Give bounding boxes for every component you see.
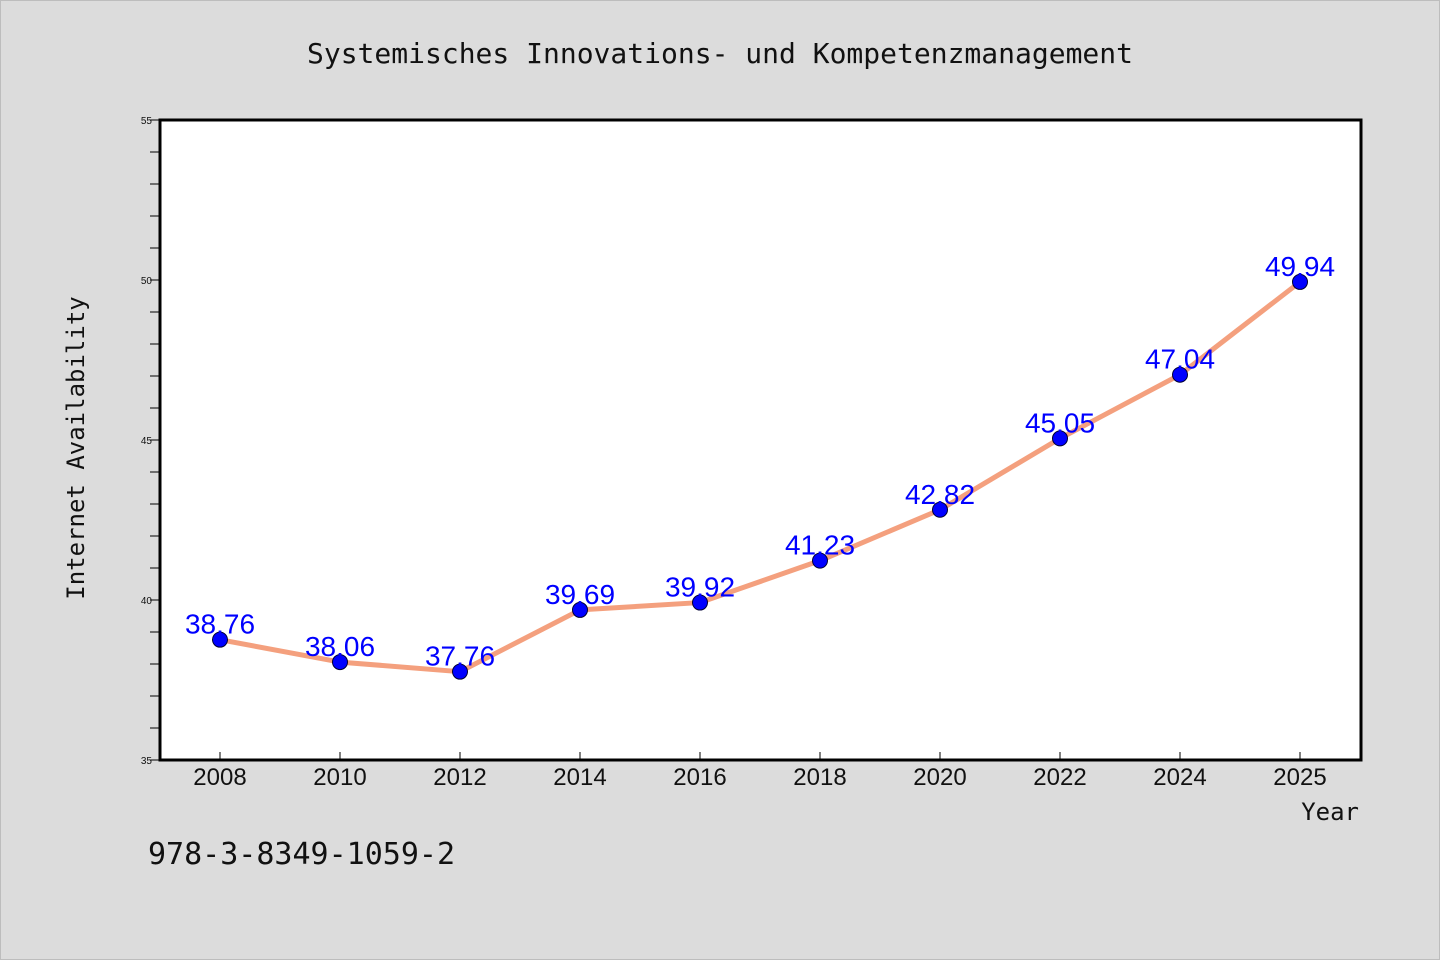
data-point — [692, 594, 708, 611]
data-point — [1172, 366, 1188, 383]
plot-area — [158, 118, 1363, 762]
data-label: 38.06 — [305, 631, 375, 662]
data-point — [452, 663, 468, 680]
x-tick-label: 2012 — [433, 764, 486, 791]
x-axis-label: Year — [1301, 798, 1359, 826]
x-tick-label: 2016 — [673, 764, 726, 791]
data-point — [1292, 273, 1308, 290]
x-tick-label: 2010 — [313, 764, 366, 791]
y-tick-label: 50 — [141, 276, 153, 287]
data-label: 41.23 — [785, 530, 855, 561]
y-tick-label: 45 — [141, 436, 153, 447]
data-point — [572, 601, 588, 618]
series-line — [217, 279, 1303, 675]
y-tick-label: 40 — [141, 596, 153, 607]
data-label: 39.69 — [545, 579, 615, 610]
data-label: 38.76 — [185, 609, 255, 640]
data-label: 42.82 — [905, 479, 975, 510]
y-axis-ticks: 35 40 45 50 55 — [141, 116, 160, 767]
y-axis-label: Internet Availability — [62, 296, 90, 599]
data-points — [212, 273, 1308, 680]
data-point — [812, 552, 828, 569]
data-point — [1052, 430, 1068, 447]
chart-title: Systemisches Innovations- und Kompetenzm… — [307, 37, 1133, 70]
data-point — [932, 501, 948, 518]
data-label: 45.05 — [1025, 407, 1095, 438]
isbn-text: 978-3-8349-1059-2 — [148, 837, 455, 872]
data-label: 49.94 — [1265, 251, 1335, 282]
x-tick-label: 2025 — [1273, 764, 1326, 791]
x-tick-label: 2022 — [1033, 764, 1086, 791]
y-tick-label: 35 — [141, 756, 153, 767]
data-point — [332, 654, 348, 671]
x-axis-ticks: 2008 2010 2012 2014 2016 2018 2020 2022 2024 2025 — [193, 752, 1327, 791]
x-tick-label: 2008 — [193, 764, 246, 791]
data-labels: 38.76 38.06 37.76 39.69 39.92 41.23 42.82 45.05… — [185, 251, 1335, 672]
data-point — [212, 631, 228, 648]
data-label: 37.76 — [425, 641, 495, 672]
x-tick-label: 2020 — [913, 764, 966, 791]
x-tick-label: 2018 — [793, 764, 846, 791]
data-label: 39.92 — [665, 572, 735, 603]
data-label: 47.04 — [1145, 344, 1215, 375]
x-tick-label: 2014 — [553, 764, 606, 791]
y-tick-label: 55 — [141, 116, 153, 127]
x-tick-label: 2024 — [1153, 764, 1206, 791]
